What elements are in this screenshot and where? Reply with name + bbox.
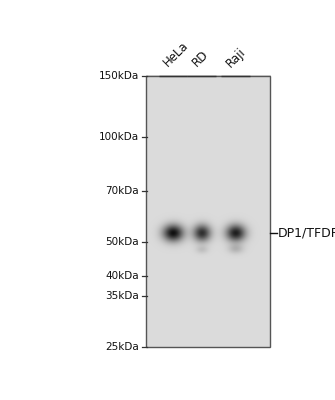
- Bar: [146, 76, 270, 347]
- Text: 70kDa: 70kDa: [106, 186, 139, 196]
- Text: DP1/TFDP1: DP1/TFDP1: [278, 226, 335, 240]
- Text: RD: RD: [190, 48, 211, 70]
- Text: Raji: Raji: [223, 45, 248, 70]
- Text: 35kDa: 35kDa: [106, 291, 139, 301]
- Text: 40kDa: 40kDa: [106, 271, 139, 281]
- Text: 150kDa: 150kDa: [99, 71, 139, 81]
- Text: 100kDa: 100kDa: [99, 132, 139, 142]
- Text: 50kDa: 50kDa: [106, 237, 139, 247]
- Text: 25kDa: 25kDa: [106, 342, 139, 352]
- Text: HeLa: HeLa: [161, 39, 191, 70]
